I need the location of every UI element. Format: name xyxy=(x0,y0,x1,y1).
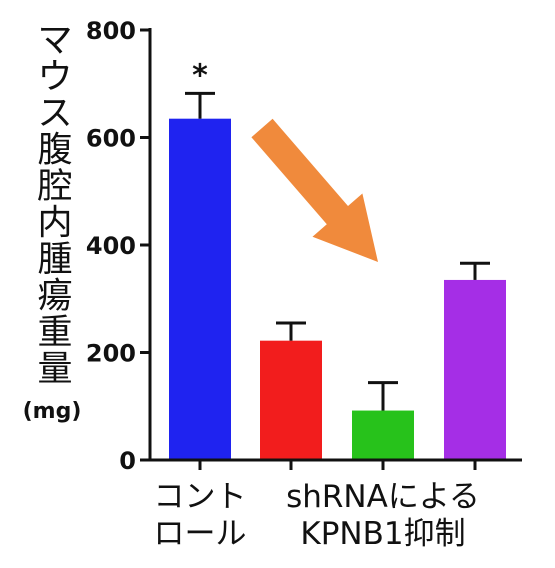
y-tick-label: 200 xyxy=(86,340,136,368)
error-bar xyxy=(368,381,398,411)
y-ticks-group: 0 200 400 600 800 xyxy=(86,17,150,475)
error-bar xyxy=(185,91,215,119)
trend-arrow xyxy=(251,118,378,262)
y-axis-title-char: マ xyxy=(37,21,72,61)
y-tick-label: 600 xyxy=(86,125,136,153)
error-bar xyxy=(276,321,306,341)
y-tick-label: 800 xyxy=(86,17,136,45)
y-axis-title-char: 腫 xyxy=(37,240,72,280)
y-axis-title-char: 腔 xyxy=(37,167,72,207)
y-axis-title-char: 瘍 xyxy=(37,277,72,317)
bars-group xyxy=(169,118,506,460)
category-label: shRNAによる xyxy=(286,479,480,515)
category-label: コント xyxy=(154,479,247,515)
bar xyxy=(352,410,414,460)
bar xyxy=(444,279,506,460)
category-label: KPNB1抑制 xyxy=(300,516,465,552)
category-label: ロール xyxy=(154,516,247,552)
error-bar xyxy=(460,261,490,280)
y-axis-title-char: ス xyxy=(37,94,72,134)
y-axis-unit: (mg) xyxy=(23,399,82,424)
error-bars-group xyxy=(185,91,490,411)
y-axis-title-char: 量 xyxy=(37,350,72,390)
y-axis-title-char: 重 xyxy=(37,313,72,353)
y-axis-title-char: ウ xyxy=(37,58,72,98)
significance-marker: * xyxy=(192,58,208,93)
y-axis-title-char: 内 xyxy=(37,204,72,244)
y-axis-title-char: 腹 xyxy=(37,131,72,171)
y-tick-label: 0 xyxy=(119,447,136,475)
bar xyxy=(260,340,322,460)
y-tick-label: 400 xyxy=(86,232,136,260)
bar xyxy=(169,118,231,460)
